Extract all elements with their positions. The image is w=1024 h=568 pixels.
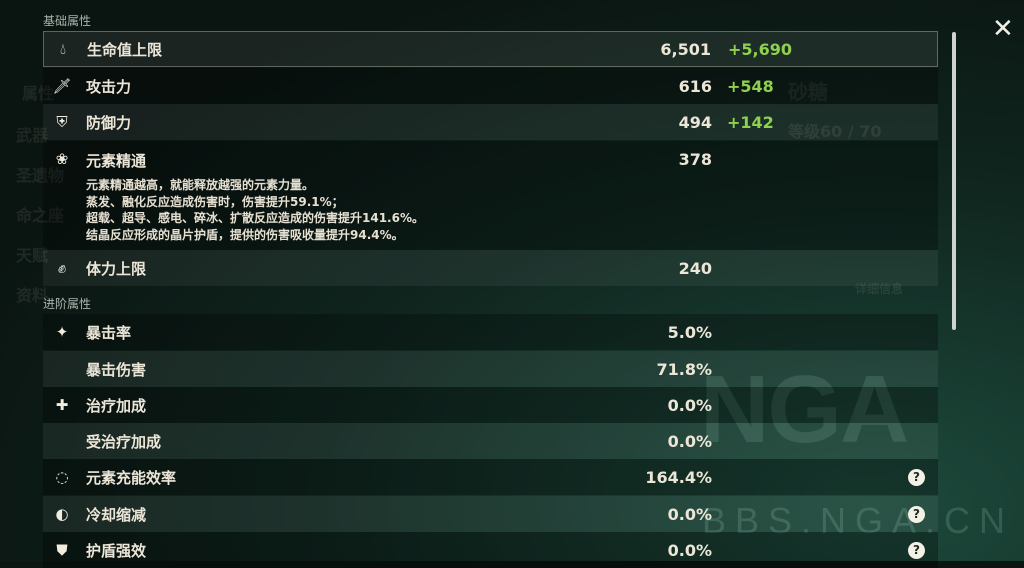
- stat-label: 暴击率: [86, 323, 132, 342]
- stat-label: 暴击伤害: [86, 360, 147, 379]
- shield-strength-icon: ⛊: [56, 541, 68, 559]
- stat-row-def[interactable]: ⛨ 防御力 494 +142: [43, 104, 938, 140]
- help-icon[interactable]: ?: [908, 541, 925, 559]
- desc-line: 超载、超导、感电、碎冰、扩散反应造成的伤害提升141.6%。: [86, 211, 424, 225]
- bg-character-name: 砂糖: [788, 80, 828, 104]
- stat-label: 受治疗加成: [86, 432, 162, 451]
- stat-value: 0.0%: [667, 540, 712, 560]
- stat-value: 494: [678, 112, 712, 132]
- shield-icon: ⛨: [56, 113, 68, 131]
- elemental-mastery-icon: ❀: [55, 150, 69, 168]
- bg-sidebar-item: 圣遗物: [16, 166, 65, 185]
- stat-bonus: +548: [727, 76, 774, 96]
- stat-row-atk[interactable]: 🗡︎ 攻击力 616 +548: [43, 68, 938, 104]
- desc-line: 元素精通越高，就能释放越强的元素力量。: [86, 178, 315, 192]
- stat-value: 71.8%: [656, 359, 712, 379]
- stat-value: 240: [678, 258, 712, 278]
- stat-row-healing[interactable]: ✚ 治疗加成 0.0%: [43, 387, 938, 423]
- bg-sidebar-item: 天赋: [16, 246, 49, 265]
- watermark-logo: NGA: [700, 356, 909, 463]
- energy-recharge-icon: ◌: [55, 468, 69, 486]
- stat-row-cooldown[interactable]: ◐ 冷却缩减 0.0% ?: [43, 496, 938, 532]
- section-basic-title: 基础属性: [43, 14, 92, 28]
- stat-row-incoming-healing[interactable]: 受治疗加成 0.0%: [43, 423, 938, 459]
- hp-drop-icon: 💧︎: [59, 40, 66, 58]
- stat-row-crit-dmg[interactable]: 暴击伤害 71.8%: [43, 351, 938, 387]
- stat-row-hp[interactable]: 💧︎ 生命值上限 6,501 +5,690: [43, 31, 938, 67]
- stat-value: 378: [678, 150, 712, 169]
- stat-value: 0.0%: [667, 395, 712, 415]
- watermark-url: BBS.NGA.CN: [702, 500, 1015, 541]
- stat-label: 元素精通: [86, 152, 147, 170]
- bg-sidebar-item: 命之座: [16, 206, 65, 225]
- stat-bonus: +5,690: [728, 39, 793, 59]
- stat-row-shield-strength[interactable]: ⛊ 护盾强效 0.0% ?: [43, 532, 938, 568]
- bg-sidebar-item: 资料: [16, 286, 49, 305]
- stat-label: 冷却缩减: [86, 505, 147, 524]
- stat-label: 治疗加成: [86, 396, 147, 415]
- stat-value: 0.0%: [667, 504, 712, 524]
- bg-sidebar-item: 属性: [22, 84, 55, 103]
- stat-value: 0.0%: [667, 431, 712, 451]
- stat-value: 5.0%: [667, 322, 712, 342]
- stat-row-energy-recharge[interactable]: ◌ 元素充能效率 164.4% ?: [43, 459, 938, 495]
- sword-icon: 🗡︎: [52, 77, 72, 95]
- stat-value: 616: [678, 76, 712, 96]
- bg-details-link: 详细信息: [855, 282, 904, 296]
- healing-cross-icon: ✚: [55, 396, 69, 414]
- stat-row-stamina[interactable]: ✊︎ 体力上限 240: [43, 250, 938, 286]
- section-advanced-title: 进阶属性: [43, 297, 92, 311]
- stat-label: 护盾强效: [86, 541, 147, 560]
- help-icon[interactable]: ?: [908, 468, 925, 486]
- cooldown-icon: ◐: [55, 505, 69, 523]
- scrollbar[interactable]: [952, 32, 956, 330]
- stat-label: 体力上限: [86, 259, 147, 278]
- stat-value: 164.4%: [645, 467, 712, 487]
- bg-sidebar-item: 武器: [16, 126, 49, 145]
- desc-line: 结晶反应形成的晶片护盾，提供的伤害吸收量提升94.4%。: [86, 227, 404, 242]
- help-icon[interactable]: ?: [908, 505, 925, 523]
- stat-label: 攻击力: [86, 77, 132, 96]
- em-description: 元素精通越高，就能释放越强的元素力量。 蒸发、融化反应造成伤害时，伤害提升59.…: [86, 177, 424, 243]
- stat-row-crit-rate[interactable]: ✦ 暴击率 5.0%: [43, 314, 938, 350]
- stat-bonus: +142: [727, 112, 774, 132]
- stat-label: 防御力: [86, 113, 132, 132]
- desc-line: 蒸发、融化反应造成伤害时，伤害提升59.1%；: [86, 194, 344, 209]
- stat-value: 6,501: [660, 39, 711, 59]
- stamina-icon: ✊︎: [57, 259, 67, 277]
- stat-label: 生命值上限: [87, 40, 163, 59]
- crit-icon: ✦: [55, 323, 69, 341]
- close-button[interactable]: ✕: [992, 14, 1014, 44]
- stat-label: 元素充能效率: [86, 468, 177, 487]
- stat-row-em[interactable]: ❀ 元素精通 378: [43, 141, 938, 250]
- bg-level: 等级60 / 70: [788, 122, 882, 141]
